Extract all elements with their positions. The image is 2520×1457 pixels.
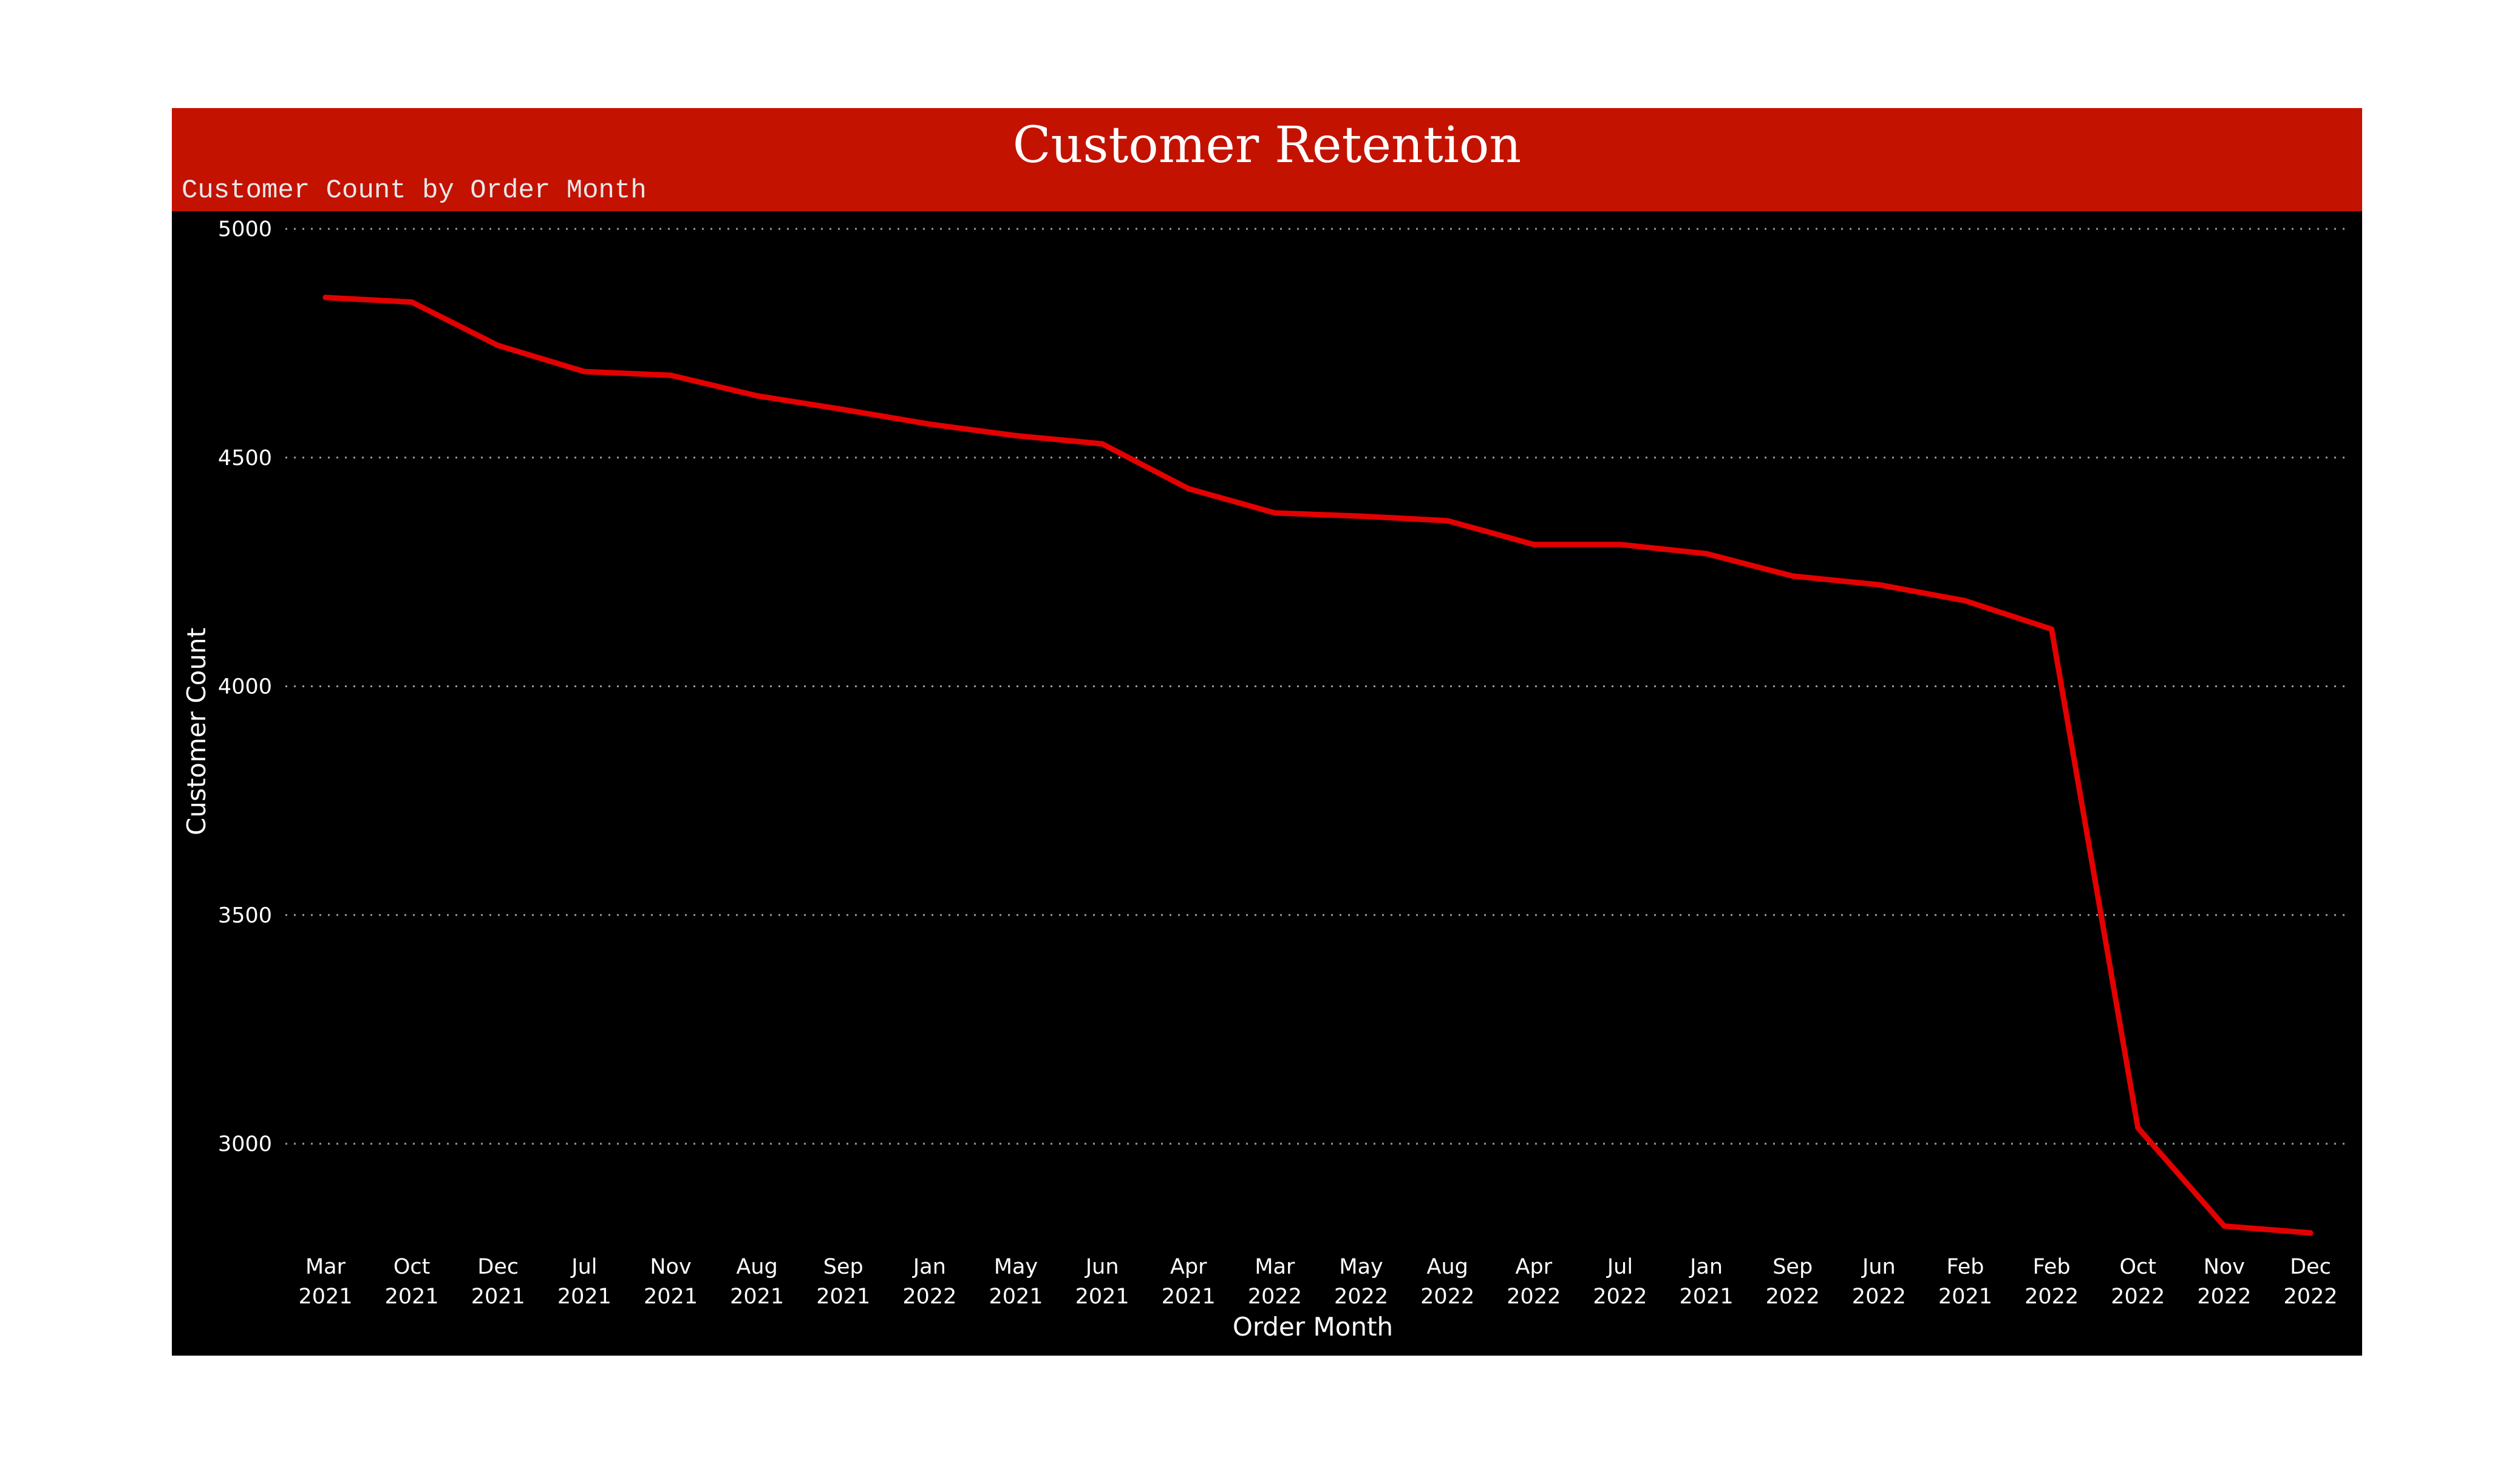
data-point [1962,598,1968,604]
x-tick-label-month: Feb [1946,1255,1984,1279]
x-tick-label-month: Dec [2290,1255,2331,1279]
chart-header: Customer Retention Customer Count by Ord… [172,108,2362,211]
x-tick-label-year: 2021 [989,1285,1043,1309]
data-point [2307,1230,2314,1236]
x-tick-label-year: 2022 [2197,1285,2251,1309]
x-tick-label-year: 2021 [1680,1285,1734,1309]
data-point [1703,551,1709,557]
data-point [840,407,846,413]
x-tick-label-year: 2021 [644,1285,698,1309]
x-tick-label-month: May [1339,1255,1383,1279]
data-point [1013,433,1019,439]
data-point [1185,486,1191,492]
x-tick-label-year: 2022 [1420,1285,1474,1309]
x-tick-label-year: 2022 [1334,1285,1388,1309]
data-point [927,421,933,427]
series-line [322,294,2314,1236]
y-tick-label: 3500 [218,903,272,928]
x-tick-label-year: 2022 [1593,1285,1647,1309]
x-tick-label-year: 2021 [1162,1285,1216,1309]
x-tick-label-year: 2022 [2111,1285,2165,1309]
data-point [1272,510,1278,516]
x-tick-label-month: Jun [1085,1255,1119,1279]
x-tick-label-month: Jun [1861,1255,1896,1279]
x-tick-label-year: 2021 [298,1285,352,1309]
gridlines [285,228,2350,1145]
x-tick-label-month: Oct [393,1255,431,1279]
x-tick-label-year: 2021 [385,1285,439,1309]
chart-panel [172,108,2362,1356]
data-point [495,342,501,348]
x-tick-label-month: Nov [2204,1255,2245,1279]
x-tick-label-month: Jan [912,1255,946,1279]
y-axis-ticks: 3000 3500 4000 4500 5000 [218,217,272,1156]
series-group [322,294,2314,1236]
data-point [581,368,587,375]
x-tick-label-year: 2021 [1938,1285,1992,1309]
x-tick-label-year: 2021 [557,1285,611,1309]
x-tick-label-month: Aug [736,1255,777,1279]
data-point [1358,513,1364,519]
x-tick-label-month: Apr [1170,1255,1207,1279]
x-tick-label-month: Sep [823,1255,863,1279]
y-tick-label: 4000 [218,675,272,699]
x-tick-label-year: 2021 [730,1285,784,1309]
data-point [1445,518,1451,524]
x-tick-label-month: Jul [570,1255,597,1279]
chart-title: Customer Retention [1012,117,1522,174]
data-point [2049,626,2055,632]
x-tick-label-month: Jan [1689,1255,1723,1279]
x-tick-label-month: Sep [1773,1255,1813,1279]
x-tick-label-month: Dec [477,1255,519,1279]
y-tick-label: 4500 [218,446,272,470]
data-point [1531,542,1537,548]
data-point [2221,1223,2227,1229]
x-tick-label-year: 2022 [1852,1285,1906,1309]
x-tick-label-month: Aug [1427,1255,1468,1279]
x-tick-label-year: 2022 [902,1285,956,1309]
x-tick-label-year: 2022 [1248,1285,1302,1309]
x-tick-label-year: 2021 [1075,1285,1129,1309]
y-tick-label: 5000 [218,217,272,242]
x-axis-title: Order Month [1233,1312,1393,1342]
x-tick-label-month: Mar [1255,1255,1295,1279]
data-point [1790,573,1796,579]
x-tick-label-month: Feb [2033,1255,2071,1279]
data-point [1876,582,1882,588]
data-point [2135,1125,2141,1131]
x-tick-label-year: 2021 [471,1285,525,1309]
data-point [754,393,760,399]
data-point [322,294,329,301]
x-tick-label-year: 2021 [816,1285,870,1309]
data-point [668,372,674,378]
x-tick-label-year: 2022 [1766,1285,1820,1309]
data-point [1099,441,1105,447]
x-tick-label-year: 2022 [2283,1285,2337,1309]
x-axis-ticks: Mar 2021 Oct 2021 Dec 2021 Jul 2021 Nov 2021 Aug 20… [298,1255,2337,1309]
data-point [409,299,415,305]
x-tick-label-year: 2022 [1507,1285,1561,1309]
x-tick-label-month: Nov [650,1255,691,1279]
x-tick-label-month: Apr [1516,1255,1553,1279]
x-tick-label-month: Jul [1606,1255,1633,1279]
x-tick-label-month: Oct [2119,1255,2156,1279]
x-tick-label-year: 2022 [2025,1285,2079,1309]
x-tick-label-month: Mar [305,1255,346,1279]
y-axis-title: Customer Count [182,628,211,835]
data-point [1617,542,1623,548]
y-tick-label: 3000 [218,1132,272,1156]
chart-subtitle: Customer Count by Order Month [182,175,647,206]
x-tick-label-month: May [994,1255,1038,1279]
